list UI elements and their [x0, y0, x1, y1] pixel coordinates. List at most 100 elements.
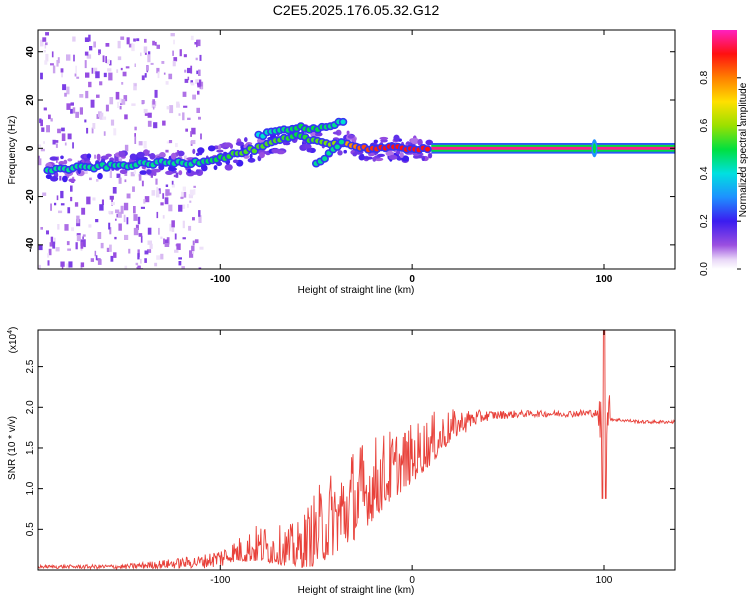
noise-cell: [172, 50, 174, 56]
ridge-halo-cell: [67, 158, 73, 162]
ridge-halo-cell: [410, 137, 420, 145]
noise-cell: [96, 94, 100, 98]
noise-cell: [98, 53, 101, 56]
ridge-halo-cell: [159, 152, 166, 158]
noise-cell: [192, 240, 195, 246]
spectrogram-x-label: Height of straight line (km): [298, 285, 415, 296]
noise-cell: [110, 119, 115, 126]
ridge-halo-cell: [50, 176, 59, 182]
noise-cell: [187, 204, 189, 208]
noise-cell: [136, 267, 141, 269]
ridge-halo-cell: [158, 164, 165, 171]
noise-cell: [86, 54, 92, 59]
noise-cell: [46, 230, 49, 235]
noise-cell: [50, 118, 53, 122]
noise-cell: [194, 239, 199, 244]
noise-cell: [128, 248, 131, 254]
noise-cell: [190, 82, 195, 86]
ridge-halo-cell: [428, 153, 432, 159]
noise-cell: [161, 61, 165, 64]
spectrogram-x-tick-label: 0: [409, 274, 415, 285]
noise-cell: [150, 62, 154, 65]
noise-cell: [60, 190, 64, 199]
noise-cell: [112, 187, 117, 194]
noise-cell: [70, 108, 73, 114]
noise-cell: [46, 125, 50, 133]
ridge-halo-cell: [49, 156, 58, 161]
ridge-halo-cell: [373, 139, 378, 144]
noise-cell: [133, 206, 136, 214]
noise-cell: [200, 86, 203, 90]
noise-cell: [182, 204, 186, 209]
noise-cell: [74, 73, 77, 77]
noise-cell: [71, 227, 74, 232]
ridge-halo-cell: [68, 178, 76, 183]
noise-cell: [165, 149, 169, 153]
ridge-halo-cell: [165, 170, 174, 175]
noise-cell: [109, 211, 114, 215]
noise-cell: [102, 116, 107, 120]
noise-cell: [165, 184, 169, 187]
noise-cell: [96, 114, 100, 119]
noise-cell: [152, 40, 155, 46]
colorbar-tick-label: 0.4: [699, 166, 710, 180]
spectrogram-panel: -100 0 100 -40 -20 0 20 40 Height of straight l…: [7, 29, 676, 296]
noise-cell: [95, 71, 100, 79]
snr-x-tick-label: -100: [210, 575, 230, 586]
noise-cell: [200, 133, 202, 140]
spectrogram-y-tick-label: 0: [25, 145, 36, 151]
noise-cell: [197, 82, 201, 86]
noise-cell: [67, 133, 72, 140]
ridge-halo-cell: [364, 156, 374, 160]
noise-cell: [72, 36, 76, 42]
noise-cell: [190, 80, 193, 84]
noise-cell: [117, 101, 119, 108]
noise-cell: [101, 199, 104, 205]
ridge-halo-cell: [63, 159, 68, 165]
noise-cell: [133, 227, 139, 236]
noise-cell: [105, 104, 109, 112]
noise-cell: [54, 202, 57, 206]
noise-cell: [137, 173, 140, 177]
noise-cell: [74, 202, 79, 207]
noise-cell: [126, 37, 130, 45]
noise-cell: [117, 40, 121, 49]
noise-cell: [198, 215, 202, 223]
ridge-halo-cell: [417, 138, 423, 146]
noise-cell: [109, 170, 112, 178]
ridge-halo-cell: [153, 171, 157, 176]
noise-cell: [122, 71, 127, 77]
snr-ticks: -100 0 100 0.5 1.0 1.5 2.0 2.5: [25, 330, 675, 586]
noise-cell: [156, 255, 161, 260]
noise-cell: [180, 196, 184, 199]
noise-cell: [118, 223, 122, 231]
ridge-halo-cell: [83, 153, 88, 159]
ridge-halo-cell: [224, 164, 233, 171]
ridge-halo-cell: [62, 175, 68, 183]
noise-cell: [67, 248, 71, 251]
noise-cell: [57, 224, 60, 230]
ridge-upper-core: [340, 119, 346, 125]
noise-cell: [156, 186, 158, 195]
noise-cell: [183, 155, 187, 162]
noise-cell: [173, 57, 178, 62]
noise-cell: [141, 180, 144, 187]
noise-cell: [62, 84, 67, 91]
noise-cell: [191, 140, 196, 145]
noise-cell: [121, 82, 124, 85]
noise-cell: [50, 203, 52, 211]
ridge-halo-cell: [97, 172, 103, 180]
noise-cell: [144, 258, 147, 263]
noise-cell: [134, 63, 136, 67]
noise-cell: [169, 105, 174, 114]
noise-cell: [97, 232, 102, 239]
noise-cell: [38, 158, 42, 166]
ridge-halo-cell: [146, 169, 152, 175]
ridge-halo-cell: [347, 134, 355, 139]
noise-cell: [134, 136, 137, 144]
spectrogram-y-tick-label: 40: [25, 46, 36, 58]
noise-cell: [143, 141, 147, 149]
noise-cell: [133, 169, 137, 175]
noise-cell: [169, 223, 172, 232]
noise-cell: [133, 214, 138, 221]
